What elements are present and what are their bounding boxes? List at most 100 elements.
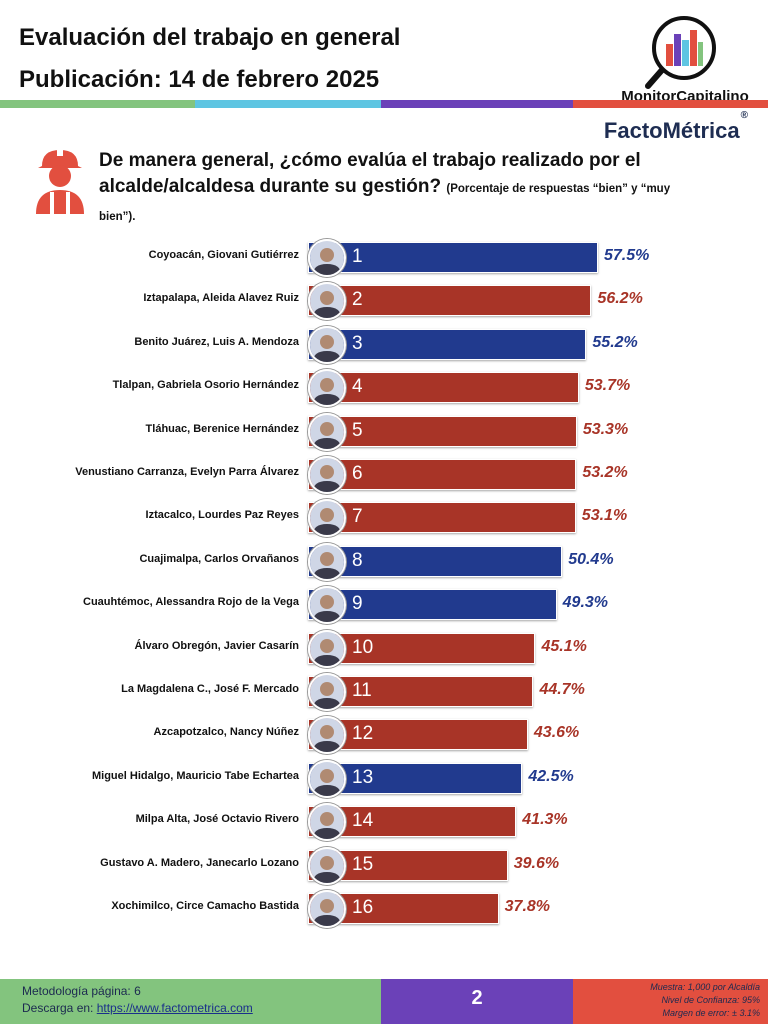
rank-number: 13: [352, 766, 374, 788]
chart-row: Iztacalco, Lourdes Paz Reyes 7 53.1%: [0, 498, 768, 538]
portrait-avatar-icon: [308, 629, 346, 668]
portrait-avatar-icon: [308, 412, 346, 451]
category-label: Tlalpan, Gabriela Osorio Hernández: [112, 379, 299, 392]
category-label: Venustiano Carranza, Evelyn Parra Álvare…: [75, 466, 299, 478]
color-stripe-green: [0, 100, 195, 108]
rank-number: 11: [352, 680, 372, 701]
chart-row: Tláhuac, Berenice Hernández 5 53.3%: [0, 412, 768, 451]
chart-row: Miguel Hidalgo, Mauricio Tabe Echartea 13…: [0, 759, 768, 798]
value-label: 41.3%: [522, 811, 568, 829]
bar: [308, 328, 587, 360]
chart-row: Cuajimalpa, Carlos Orvañanos 8 50.4%: [0, 542, 768, 581]
chart-row: Benito Juárez, Luis A. Mendoza 3 55.2%: [0, 325, 768, 364]
bar: [308, 242, 598, 273]
rank-number: 9: [352, 593, 363, 615]
category-label: La Magdalena C., José F. Mercado: [121, 683, 299, 695]
magnifier-bars-icon: [645, 16, 716, 89]
chart-row: Xochimilco, Circe Camacho Bastida 16 37.8%: [0, 889, 768, 928]
download-line: Descarga en: https://www.factometrica.co…: [22, 1001, 253, 1015]
chart-row: Azcapotzalco, Nancy Núñez 12 43.6%: [0, 715, 768, 755]
value-label: 45.1%: [541, 637, 587, 655]
rank-number: 14: [352, 810, 374, 832]
portrait-avatar-icon: [308, 890, 346, 928]
category-label: Cuajimalpa, Carlos Orvañanos: [139, 552, 299, 565]
methodology-text: Metodología página: 6: [22, 984, 141, 998]
value-label: 42.5%: [528, 767, 574, 785]
value-label: 44.7%: [539, 681, 585, 698]
portrait-avatar-icon: [308, 456, 346, 494]
footer-sample-info: Muestra: 1,000 por Alcaldía Nivel de Con…: [573, 979, 768, 1024]
bar: [308, 502, 576, 534]
bar: [308, 545, 563, 577]
value-label: 53.1%: [581, 507, 628, 525]
category-label: Cuauhtémoc, Alessandra Rojo de la Vega: [83, 596, 299, 609]
margin-of-error: Margen de error: ± 3.1%: [662, 1008, 760, 1018]
value-label: 53.7%: [584, 377, 631, 395]
rank-number: 6: [352, 463, 363, 484]
category-label: Xochimilco, Circe Camacho Bastida: [111, 900, 299, 912]
download-link[interactable]: https://www.factometrica.com: [96, 1001, 253, 1015]
rank-number: 12: [352, 723, 374, 745]
rank-number: 7: [352, 506, 363, 528]
confidence-level: Nivel de Confianza: 95%: [661, 995, 760, 1005]
page-title: Evaluación del trabajo en general: [19, 24, 401, 51]
rank-number: 1: [352, 246, 363, 267]
monitor-capitalino-logo: MonitorCapitalino: [600, 10, 760, 105]
value-label: 53.3%: [582, 420, 629, 438]
portrait-avatar-icon: [308, 586, 346, 625]
footer-methodology: Metodología página: 6 Descarga en: https…: [0, 979, 381, 1024]
bar: [308, 589, 557, 621]
registered-mark: ®: [740, 109, 748, 121]
download-label: Descarga en:: [22, 1001, 97, 1015]
page-number: 2: [471, 987, 483, 1009]
bar: [308, 372, 579, 404]
factometrica-logo: FactoMétrica®: [604, 110, 748, 144]
value-label: 39.6%: [513, 854, 560, 872]
rank-number: 3: [352, 332, 363, 354]
chart-row: Coyoacán, Giovani Gutiérrez 1 57.5%: [0, 238, 768, 277]
value-label: 50.4%: [568, 550, 614, 568]
chart-row: Gustavo A. Madero, Janecarlo Lozano 15 39.…: [0, 846, 768, 885]
rank-number: 10: [352, 636, 374, 658]
portrait-avatar-icon: [308, 325, 346, 364]
portrait-avatar-icon: [308, 673, 346, 711]
rank-number: 2: [352, 289, 363, 311]
portrait-avatar-icon: [308, 499, 346, 538]
question-text: De manera general, ¿cómo evalúa el traba…: [99, 150, 641, 197]
portrait-avatar-icon: [308, 369, 346, 408]
bar: [308, 285, 592, 317]
value-label: 56.2%: [597, 290, 643, 308]
color-stripe-purple: [381, 100, 573, 108]
chart-row: Tlalpan, Gabriela Osorio Hernández 4 53.7%: [0, 368, 768, 408]
value-label: 37.8%: [504, 898, 551, 915]
category-label: Milpa Alta, José Octavio Rivero: [135, 813, 299, 826]
chart-row: Álvaro Obregón, Javier Casarín 10 45.1%: [0, 629, 768, 668]
chart-row: Cuauhtémoc, Alessandra Rojo de la Vega 9 4…: [0, 585, 768, 625]
color-stripe-cyan: [195, 100, 381, 108]
rank-number: 4: [352, 376, 363, 398]
publication-date: Publicación: 14 de febrero 2025: [19, 66, 380, 93]
color-stripe-coral: [573, 100, 768, 108]
chart-row: La Magdalena C., José F. Mercado 11 44.7%: [0, 672, 768, 711]
footer-page: 2: [381, 979, 573, 1024]
chart-row: Venustiano Carranza, Evelyn Parra Álvare…: [0, 455, 768, 494]
question-note: (Porcentaje de respuestas “bien” y “muy …: [99, 183, 671, 223]
sample-size: Muestra: 1,000 por Alcaldía: [650, 982, 760, 992]
value-label: 55.2%: [592, 333, 638, 351]
worker-icon: [32, 146, 88, 216]
bar: [308, 415, 577, 447]
category-label: Iztacalco, Lourdes Paz Reyes: [145, 509, 299, 522]
bar: [308, 459, 577, 490]
category-label: Álvaro Obregón, Javier Casarín: [134, 639, 299, 652]
chart-row: Milpa Alta, José Octavio Rivero 14 41.3%: [0, 802, 768, 842]
value-label: 57.5%: [604, 247, 650, 264]
portrait-avatar-icon: [308, 239, 346, 277]
category-label: Gustavo A. Madero, Janecarlo Lozano: [100, 856, 299, 869]
category-label: Tláhuac, Berenice Hernández: [145, 422, 299, 435]
chart-row: Iztapalapa, Aleida Alavez Ruiz 2 56.2%: [0, 281, 768, 321]
value-label: 49.3%: [562, 594, 609, 612]
portrait-avatar-icon: [308, 803, 346, 842]
portrait-avatar-icon: [308, 759, 346, 798]
category-label: Benito Juárez, Luis A. Mendoza: [134, 335, 299, 348]
rank-number: 16: [352, 897, 374, 918]
